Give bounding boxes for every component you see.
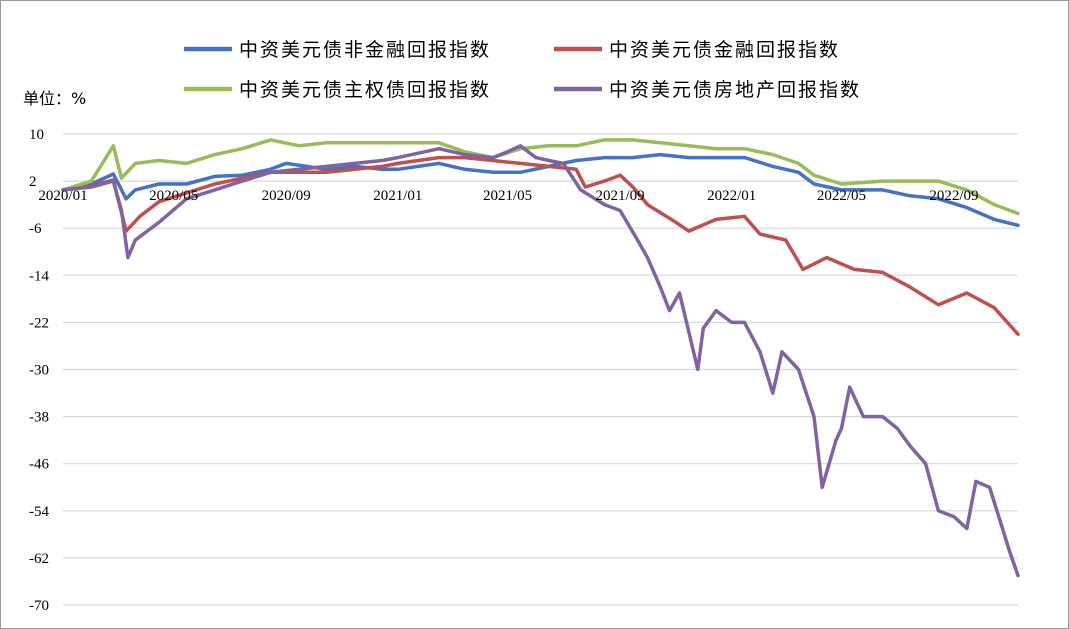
- x-tick-label: 2021/01: [373, 188, 422, 204]
- x-tick-label: 2020/01: [38, 188, 87, 204]
- x-tick-label: 2020/05: [149, 188, 198, 204]
- y-axis-ticks: 10 2 -6 -14 -22 -30 -38 -46 -54 -62 -70: [29, 127, 49, 614]
- x-tick-label: 2022/01: [707, 188, 756, 204]
- x-tick-label: 2020/09: [262, 188, 311, 204]
- y-tick-label: -6: [29, 221, 42, 237]
- series-line-2: [61, 155, 1020, 336]
- series-line-3: [61, 138, 1020, 216]
- x-tick-label: 2021/05: [483, 188, 532, 204]
- x-tick-label: 2022/09: [929, 188, 978, 204]
- y-tick-label: -70: [29, 598, 49, 614]
- y-tick-label: 10: [29, 127, 44, 143]
- y-tick-label: -54: [29, 504, 49, 520]
- legend-label: 中资美元债非金融回报指数: [239, 39, 491, 61]
- y-tick-label: -46: [29, 457, 49, 473]
- y-tick-label: 2: [29, 174, 37, 190]
- legend-label: 中资美元债金融回报指数: [609, 39, 840, 61]
- y-tick-label: -14: [29, 268, 49, 284]
- y-tick-label: -38: [29, 410, 49, 426]
- y-tick-label: -30: [29, 363, 49, 379]
- legend-label: 中资美元债主权债回报指数: [239, 79, 491, 101]
- gridlines: [63, 133, 1018, 606]
- x-axis-ticks: 2020/01 2020/05 2020/09 2021/01 2021/05 2021/…: [38, 188, 978, 204]
- series-line-1: [61, 152, 1020, 228]
- series-line-4: [61, 144, 1020, 578]
- legend-label: 中资美元债房地产回报指数: [609, 79, 861, 101]
- x-tick-label: 2022/05: [817, 188, 866, 204]
- y-tick-label: -22: [29, 315, 49, 331]
- series-lines: [61, 138, 1020, 578]
- y-tick-label: -62: [29, 551, 49, 567]
- x-tick-label: 2021/09: [595, 188, 644, 204]
- y-axis-unit-label: 单位：%: [23, 89, 86, 108]
